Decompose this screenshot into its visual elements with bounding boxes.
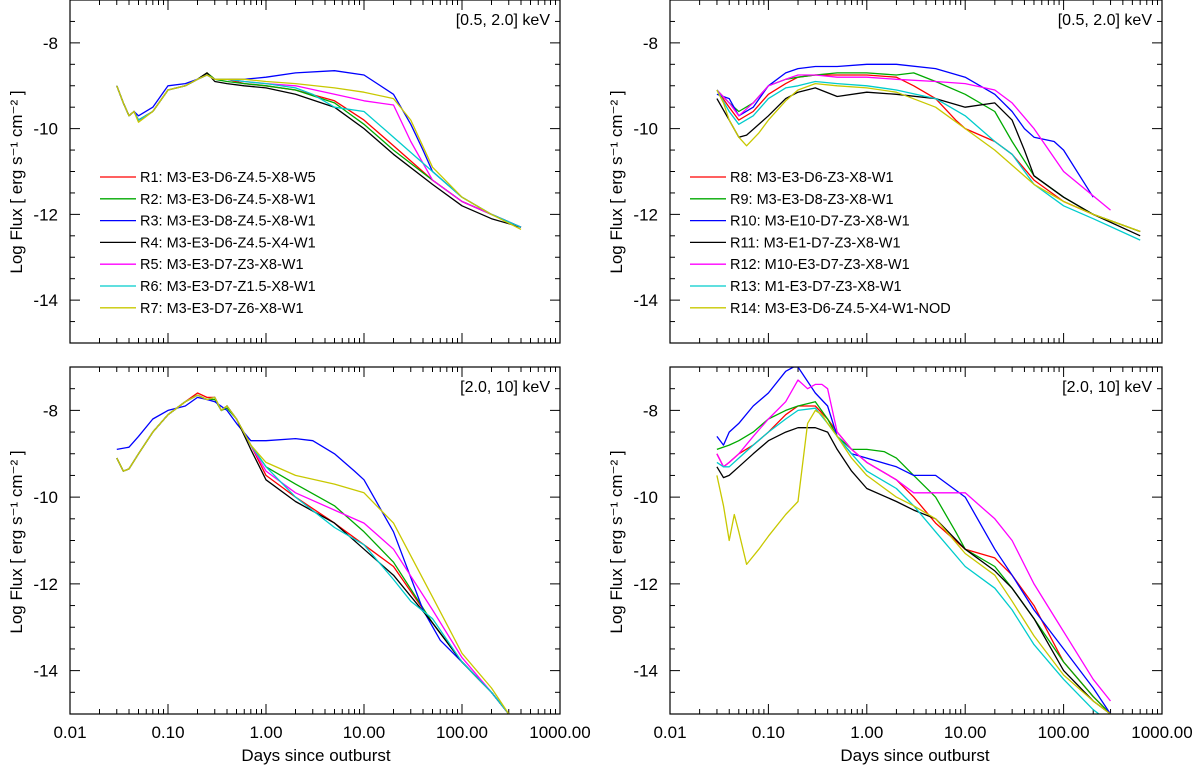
series-line-r9: [716, 401, 1111, 714]
series-line-r5: [116, 394, 510, 714]
plot-frame: [69, 366, 561, 715]
panel-2: -14 -12 -10 -8 [0.5, 2.0] keV R8: M3-E3-D6-Z3…: [633, 0, 1163, 344]
y-tick-label: -10: [633, 120, 658, 139]
y-axis-label-top-right: Log Flux [ erg s⁻¹ cm⁻² ]: [607, 90, 626, 273]
legend-label: R14: M3-E3-D6-Z4.5-X4-W1-NOD: [730, 301, 951, 317]
x-tick-label: 0.01: [53, 723, 86, 742]
x-tick-label: 10.00: [944, 723, 987, 742]
x-axis-label-right: Days since outburst: [840, 746, 990, 765]
y-tick-label: -14: [33, 662, 58, 681]
y-tick-label: -10: [33, 488, 58, 507]
y-axis-label-bottom-left: Log Flux [ erg s⁻¹ cm⁻² ]: [7, 450, 26, 633]
x-tick-label: 1000.00: [1131, 723, 1192, 742]
plot-frame: [69, 0, 561, 344]
x-tick-label: 10.00: [343, 723, 386, 742]
y-tick-label: -8: [643, 401, 658, 420]
y-axis-label-top-left: Log Flux [ erg s⁻¹ cm⁻² ]: [7, 90, 26, 273]
y-tick-label: -10: [633, 488, 658, 507]
y-tick-label: -12: [33, 205, 58, 224]
x-tick-label: 1.00: [850, 723, 883, 742]
y-tick-label: -14: [33, 291, 58, 310]
legend-label: R7: M3-E3-D7-Z6-X8-W1: [140, 301, 304, 317]
series-line-r2: [116, 394, 510, 714]
series-line-r11: [716, 427, 1111, 714]
legend-label: R1: M3-E3-D6-Z4.5-X8-W5: [140, 170, 316, 186]
legend-label: R12: M10-E3-D7-Z3-X8-W1: [730, 257, 910, 273]
panel-4: 0.01 0.10 1.00 10.00 100.00 1000.00 -14 -12 -10 -…: [633, 366, 1193, 742]
legend-label: R9: M3-E3-D8-Z3-X8-W1: [730, 192, 894, 208]
x-tick-label: 0.01: [653, 723, 686, 742]
legend-label: R5: M3-E3-D7-Z3-X8-W1: [140, 257, 304, 273]
series-line-r11: [716, 87, 1141, 237]
series-line-r7: [116, 394, 510, 714]
x-tick-label: 0.10: [151, 723, 184, 742]
y-tick-label: -10: [33, 120, 58, 139]
y-tick-label: -14: [633, 291, 658, 310]
panel-3: 0.01 0.10 1.00 10.00 100.00 1000.00 -14 -12 -10 -…: [33, 366, 591, 742]
x-axis-label-left: Days since outburst: [241, 746, 391, 765]
plot-frame: [669, 0, 1163, 344]
panel-band-label: [2.0, 10] keV: [1062, 379, 1152, 396]
series-line-r10: [716, 63, 1094, 198]
y-tick-label: -8: [43, 34, 58, 53]
series-line-r12: [716, 74, 1111, 211]
series-line-r10: [716, 367, 1112, 714]
legend-label: R4: M3-E3-D6-Z4.5-X4-W1: [140, 235, 316, 251]
series-line-r8: [716, 74, 1141, 233]
series-line-r13: [716, 407, 1101, 714]
panel-1: -14 -12 -10 -8 [0.5, 2.0] keV R1: M3-E3-D6-Z4…: [33, 0, 561, 344]
y-tick-label: -12: [633, 205, 658, 224]
legend-label: R6: M3-E3-D7-Z1.5-X8-W1: [140, 279, 316, 295]
series-line-r8: [716, 405, 1111, 714]
legend-label: R2: M3-E3-D6-Z4.5-X8-W1: [140, 192, 316, 208]
series-line-r3: [116, 396, 510, 714]
series-line-r12: [716, 379, 1112, 702]
y-axis-label-bottom-right: Log Flux [ erg s⁻¹ cm⁻² ]: [607, 450, 626, 633]
legend-label: R8: M3-E3-D6-Z3-X8-W1: [730, 170, 894, 186]
x-tick-label: 1000.00: [529, 723, 590, 742]
legend-label: R13: M1-E3-D7-Z3-X8-W1: [730, 279, 902, 295]
y-tick-label: -8: [43, 401, 58, 420]
y-tick-label: -12: [633, 575, 658, 594]
y-tick-label: -12: [33, 575, 58, 594]
x-tick-label: 100.00: [436, 723, 488, 742]
panel-band-label: [0.5, 2.0] keV: [1058, 12, 1153, 29]
plot-frame: [669, 366, 1163, 715]
series-line-r4: [116, 394, 510, 714]
series-line-r6: [116, 394, 510, 714]
legend-label: R10: M3-E10-D7-Z3-X8-W1: [730, 214, 910, 230]
panel-band-label: [0.5, 2.0] keV: [456, 12, 551, 29]
series-line-r7: [116, 74, 522, 230]
legend-label: R3: M3-E3-D8-Z4.5-X8-W1: [140, 214, 316, 230]
series-line-r14: [716, 409, 1111, 714]
series-line-r14: [716, 82, 1141, 233]
x-tick-label: 1.00: [249, 723, 282, 742]
x-tick-label: 0.10: [752, 723, 785, 742]
panel-band-label: [2.0, 10] keV: [460, 379, 550, 396]
y-tick-label: -14: [633, 662, 658, 681]
legend-label: R11: M3-E1-D7-Z3-X8-W1: [730, 235, 901, 251]
x-tick-label: 100.00: [1038, 723, 1090, 742]
y-tick-label: -8: [643, 34, 658, 53]
